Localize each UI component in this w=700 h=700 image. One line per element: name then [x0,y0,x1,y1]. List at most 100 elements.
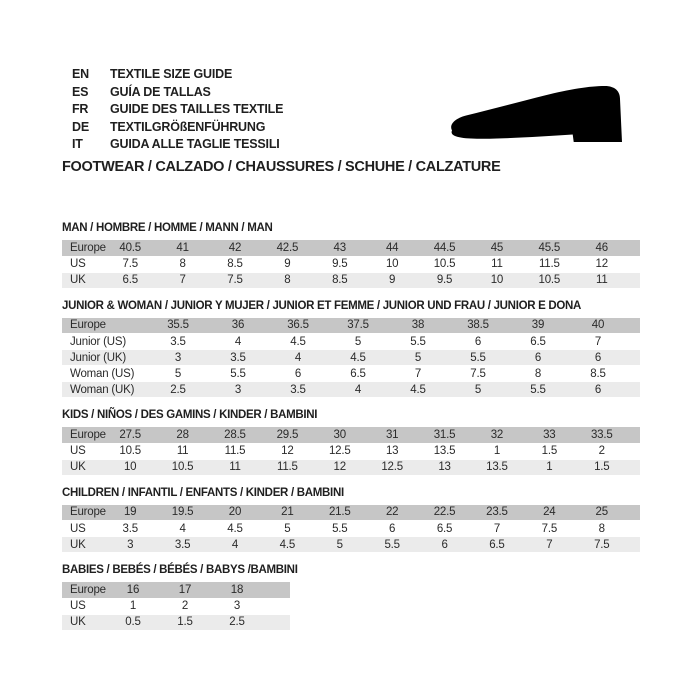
size-value-cell: 8 [508,365,568,382]
size-value-cell: 6.5 [418,520,471,537]
size-value-cell: 33 [523,427,576,444]
size-value-cell: 9 [261,256,314,273]
spacer-cell [628,443,640,460]
language-code: IT [72,137,83,151]
size-value-cell: 3 [211,598,263,615]
region-label-cell: Junior (US) [62,333,148,350]
size-value-cell: 3 [104,536,157,553]
spacer-cell [628,240,640,257]
size-value-cell: 36.5 [268,317,328,334]
region-label-cell: UK [62,536,104,553]
size-value-cell: 1 [107,598,159,615]
size-value-cell: 5.5 [388,333,448,350]
size-value-cell: 4 [328,381,388,398]
size-value-cell: 8 [261,272,314,289]
size-value-cell: 7 [523,536,576,553]
size-value-cell: 4.5 [268,333,328,350]
size-value-cell: 8 [575,520,628,537]
size-value-cell: 8.5 [568,365,628,382]
size-value-cell: 10.5 [418,256,471,273]
size-value-cell: 4.5 [328,349,388,366]
size-value-cell: 30 [313,427,366,444]
region-label-cell: Junior (UK) [62,349,148,366]
size-value-cell: 4 [208,333,268,350]
size-value-cell: 4 [156,520,209,537]
size-section-kids: KIDS / NIÑOS / DES GAMINS / KINDER / BAM… [62,409,640,476]
size-row: US 1 2 3 [62,598,290,615]
language-label: GUÍA DE TALLAS [110,84,211,99]
size-value-cell: 11.5 [208,443,262,460]
size-row: Woman (US) 5 5.5 6 6.5 7 7.5 8 8.5 [62,365,640,382]
spacer-cell [628,317,640,334]
size-value-cell: 12 [261,443,314,460]
size-value-cell: 3.5 [208,349,268,366]
size-value-cell: 3.5 [268,381,328,398]
language-label: TEXTILGRÖßENFÜHRUNG [110,119,266,134]
size-value-cell: 16 [107,582,159,599]
size-value-cell: 11 [470,256,524,273]
size-value-cell: 10 [365,256,419,273]
size-header-row: Europe 27.5 28 28.5 29.5 30 31 31.5 32 33 33.5 [62,427,640,444]
region-label-cell: Europe [62,317,148,334]
size-value-cell: 6.5 [328,365,388,382]
size-value-cell: 8 [156,256,209,273]
size-value-cell: 6.5 [508,333,568,350]
spacer-cell [263,598,290,615]
size-row: Junior (US) 3.5 4 4.5 5 5.5 6 6.5 7 [62,333,640,350]
spacer-cell [628,504,640,521]
region-label-cell: US [62,443,104,460]
size-value-cell: 42.5 [261,240,314,257]
language-code: ES [72,84,89,99]
section-title-man: MAN / HOMBRE / HOMME / MANN / MAN [62,222,273,234]
spacer-cell [263,582,290,599]
size-value-cell: 3 [208,381,268,398]
size-value-cell: 28 [156,427,209,444]
size-table-children: Europe 19 19.5 20 21 21.5 22 22.5 23.5 24 25 US 3.5 4… [62,504,640,553]
size-value-cell: 5 [261,520,314,537]
size-value-cell: 6 [418,536,471,553]
size-value-cell: 7.5 [523,520,576,537]
size-value-cell: 11 [208,459,262,476]
size-value-cell: 7.5 [104,256,157,273]
size-value-cell: 45.5 [523,240,576,257]
size-value-cell: 4.5 [388,381,448,398]
size-value-cell: 40.5 [104,240,157,257]
region-label-cell: US [62,598,107,615]
size-row: US 10.5 11 11.5 12 12.5 13 13.5 1 1.5 2 [62,443,640,460]
size-row: UK 3 3.5 4 4.5 5 5.5 6 6.5 7 7.5 [62,536,640,553]
size-guide-content: FOOTWEAR / CALZADO / CHAUSSURES / SCHUHE… [62,160,640,631]
size-value-cell: 22 [365,504,419,521]
size-value-cell: 4 [268,349,328,366]
size-value-cell: 5 [448,381,508,398]
language-row: ES GUÍA DE TALLAS [72,84,283,102]
category-heading: FOOTWEAR / CALZADO / CHAUSSURES / SCHUHE… [62,159,501,175]
region-label-cell: US [62,256,104,273]
size-row: Junior (UK) 3 3.5 4 4.5 5 5.5 6 6 [62,349,640,366]
language-row: DE TEXTILGRÖßENFÜHRUNG [72,119,283,137]
size-value-cell: 4 [208,536,262,553]
size-value-cell: 41 [156,240,209,257]
region-label-cell: UK [62,614,107,631]
region-label-cell: Europe [62,240,106,257]
size-value-cell: 6.5 [470,536,524,553]
language-code: EN [72,67,89,81]
size-value-cell: 4.5 [261,536,314,553]
size-value-cell: 5 [148,365,208,382]
size-value-cell: 44.5 [418,240,471,257]
size-row: US 7.5 8 8.5 9 9.5 10 10.5 11 11.5 12 [62,256,640,273]
size-value-cell: 32 [470,427,524,444]
size-value-cell: 38 [388,317,448,334]
size-value-cell: 13.5 [470,459,524,476]
spacer-cell [628,349,640,366]
size-value-cell: 10 [470,272,524,289]
size-table-babies: Europe 16 17 18 US 1 2 3 UK 0.5 1.5 2.5 [62,582,290,631]
size-value-cell: 3 [148,349,208,366]
language-label: GUIDE DES TAILLES TEXTILE [110,102,284,116]
spacer-cell [628,520,640,537]
language-label: GUIDA ALLE TAGLIE TESSILI [110,137,280,151]
size-value-cell: 29.5 [261,427,314,444]
size-value-cell: 44 [365,240,419,257]
size-value-cell: 6 [508,349,568,366]
size-value-cell: 7.5 [448,365,508,382]
size-table-kids: Europe 27.5 28 28.5 29.5 30 31 31.5 32 33 33.5 US 10… [62,427,640,476]
